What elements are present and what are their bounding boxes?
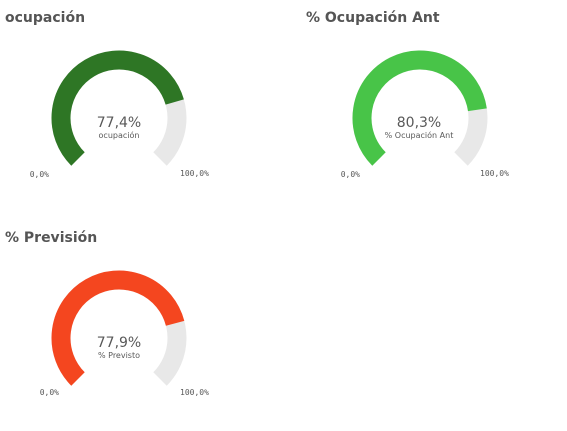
gauge-chart: 77,4% ocupación 0,0% 100,0% [30, 50, 209, 179]
gauge-fill [51, 270, 185, 386]
gauge-value: 80,3% [397, 115, 441, 131]
gauge-min-label: 0,0% [30, 170, 49, 179]
gauge-value: 77,9% [97, 335, 141, 351]
panel-title: ocupación [5, 10, 86, 26]
gauge-max-label: 100,0% [480, 169, 509, 178]
gauge-chart: 80,3% % Ocupación Ant 0,0% 100,0% [341, 50, 509, 179]
gauge-min-label: 0,0% [40, 388, 59, 397]
gauge-panel-prevision[interactable]: % Previsión 77,9% % Previsto 0,0% 100,0% [5, 230, 265, 420]
gauge-panel-ocupacion[interactable]: ocupación 77,4% ocupación 0,0% 100,0% [5, 10, 265, 200]
panel-title: % Ocupación Ant [306, 10, 440, 26]
gauge-panel-ocupacion-ant[interactable]: % Ocupación Ant 80,3% % Ocupación Ant 0,… [306, 10, 566, 200]
gauge-min-label: 0,0% [341, 170, 360, 179]
gauge-max-label: 100,0% [180, 388, 209, 397]
gauge-label: ocupación [99, 130, 140, 140]
gauge-label: % Previsto [98, 351, 140, 360]
gauge-fill [51, 50, 184, 166]
gauge-chart: 77,9% % Previsto 0,0% 100,0% [40, 270, 209, 397]
gauge-label: % Ocupación Ant [385, 130, 454, 140]
gauge-value: 77,4% [97, 115, 141, 131]
panel-title: % Previsión [5, 230, 98, 246]
gauge-fill [352, 50, 487, 166]
gauge-max-label: 100,0% [180, 169, 209, 178]
